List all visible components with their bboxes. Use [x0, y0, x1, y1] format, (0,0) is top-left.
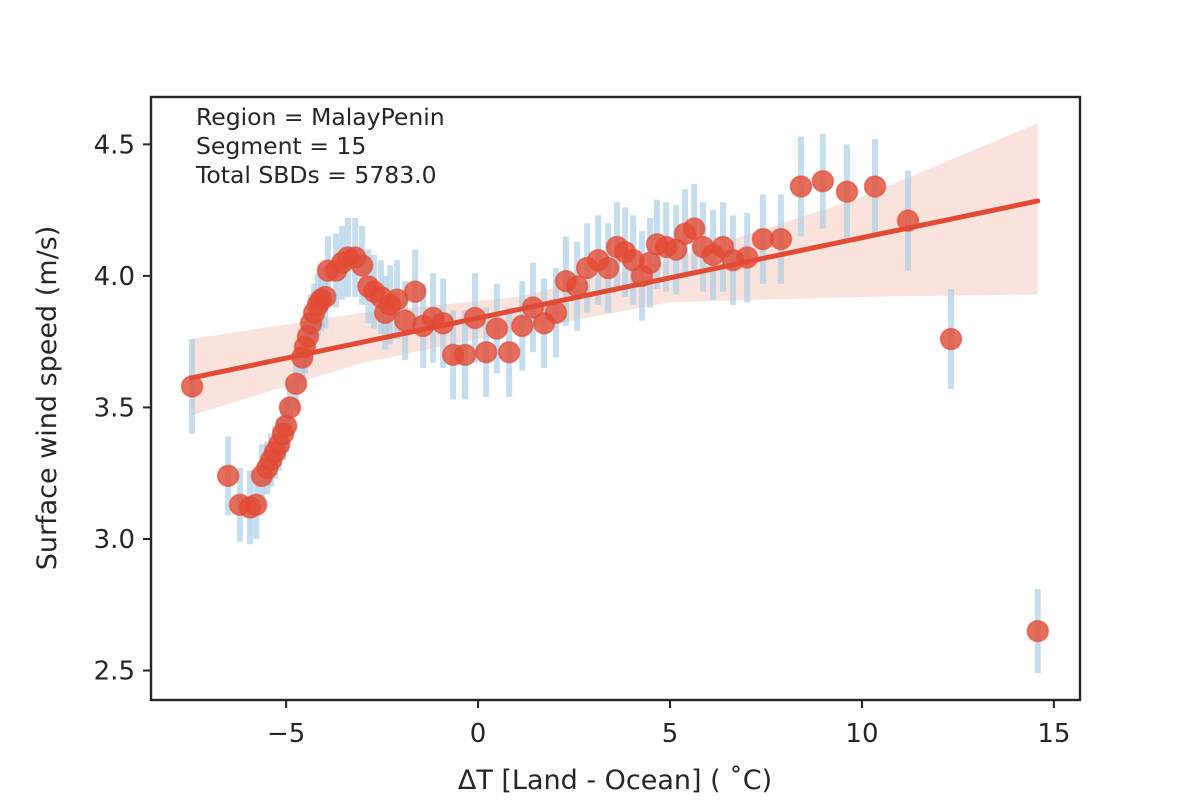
data-point — [682, 217, 706, 240]
regression-line — [188, 198, 1041, 381]
data-point — [769, 227, 793, 251]
data-point — [789, 175, 813, 198]
y-axis-label: Surface wind speed (m/s) — [32, 226, 63, 571]
axes-frame — [149, 95, 1082, 702]
y-axis-ticks: 2.5 3.0 3.5 4.0 4.5 — [94, 130, 151, 687]
data-point — [863, 175, 887, 198]
annotation-region: Region = MalayPenin — [196, 103, 445, 131]
regression-line-layer — [188, 198, 1041, 381]
data-point — [453, 343, 477, 367]
data-point — [274, 414, 298, 438]
data-point — [835, 180, 859, 203]
y-tick-label: 2.5 — [94, 657, 135, 687]
x-axis-ticks: −5 0 5 10 15 — [267, 700, 1070, 749]
data-point — [521, 296, 545, 319]
data-point — [350, 254, 374, 277]
data-point — [244, 493, 268, 517]
x-tick-label: 0 — [470, 719, 487, 749]
data-point — [403, 280, 427, 303]
data-point — [596, 256, 620, 280]
data-point — [216, 464, 240, 488]
data-point — [811, 169, 835, 193]
data-point — [284, 372, 308, 396]
data-point — [278, 396, 302, 419]
x-tick-label: −5 — [267, 719, 305, 749]
data-point — [485, 317, 509, 340]
x-tick-label: 15 — [1037, 719, 1070, 749]
x-axis-label: ΔT [Land - Ocean] ( ˚C) — [458, 765, 772, 796]
x-tick-label: 10 — [845, 719, 878, 749]
data-point — [544, 301, 568, 324]
data-point — [180, 375, 204, 398]
data-point — [431, 312, 455, 335]
data-point — [565, 275, 589, 298]
data-point — [314, 285, 337, 309]
data-point — [474, 340, 498, 364]
annotation-total-sbds: Total SBDs = 5783.0 — [195, 161, 437, 189]
scatter-points-layer — [180, 169, 1050, 643]
data-point — [939, 327, 963, 351]
y-tick-label: 4.0 — [94, 262, 135, 292]
data-point — [896, 209, 920, 232]
annotation-segment: Segment = 15 — [196, 132, 366, 160]
data-point — [510, 314, 534, 338]
y-tick-label: 3.5 — [94, 393, 135, 423]
y-tick-label: 3.0 — [94, 525, 135, 555]
data-point — [1026, 619, 1050, 643]
data-point — [463, 306, 487, 330]
data-point — [735, 246, 759, 269]
y-tick-label: 4.5 — [94, 130, 135, 160]
data-point — [497, 340, 521, 364]
x-tick-label: 5 — [662, 719, 679, 749]
